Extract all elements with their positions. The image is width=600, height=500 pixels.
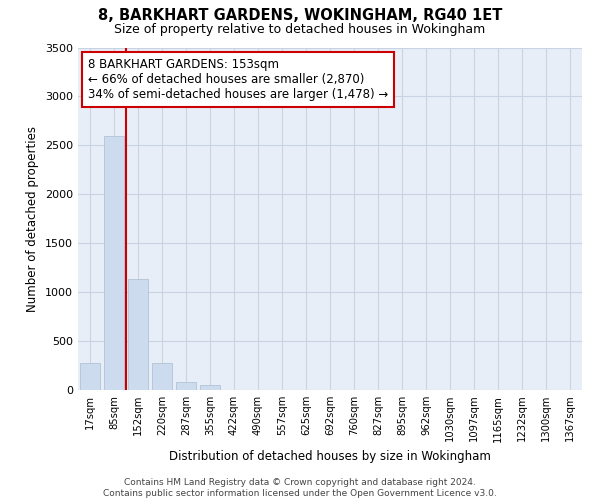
- X-axis label: Distribution of detached houses by size in Wokingham: Distribution of detached houses by size …: [169, 450, 491, 463]
- Text: 8, BARKHART GARDENS, WOKINGHAM, RG40 1ET: 8, BARKHART GARDENS, WOKINGHAM, RG40 1ET: [98, 8, 502, 22]
- Text: Contains HM Land Registry data © Crown copyright and database right 2024.
Contai: Contains HM Land Registry data © Crown c…: [103, 478, 497, 498]
- Bar: [80, 362, 100, 390]
- Bar: [128, 280, 148, 390]
- Text: 8 BARKHART GARDENS: 153sqm
← 66% of detached houses are smaller (2,870)
34% of s: 8 BARKHART GARDENS: 153sqm ← 66% of deta…: [88, 58, 388, 101]
- Text: Size of property relative to detached houses in Wokingham: Size of property relative to detached ho…: [115, 22, 485, 36]
- Bar: [200, 385, 220, 390]
- Bar: [152, 362, 172, 390]
- Bar: [104, 136, 124, 390]
- Y-axis label: Number of detached properties: Number of detached properties: [26, 126, 40, 312]
- Bar: [176, 382, 196, 390]
